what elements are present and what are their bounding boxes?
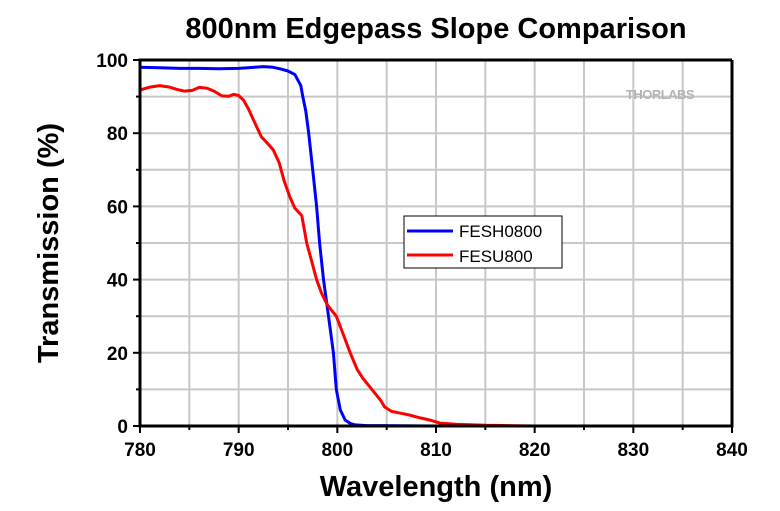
chart-title: 800nm Edgepass Slope Comparison: [185, 13, 686, 45]
x-tick-label: 790: [223, 440, 255, 461]
y-tick-label: 100: [96, 51, 128, 72]
x-tick-label: 800: [321, 440, 353, 461]
y-tick-label: 20: [107, 344, 128, 365]
legend-label-fesu800: FESU800: [459, 247, 533, 266]
legend-box: [403, 215, 563, 269]
x-tick-label: 840: [716, 440, 748, 461]
y-tick-label: 60: [107, 197, 128, 218]
y-tick-label: 0: [117, 417, 128, 438]
grid-lines: [140, 60, 732, 426]
y-tick-label: 80: [107, 124, 128, 145]
x-tick-label: 830: [617, 440, 649, 461]
x-axis-ticks: 780 790 800 810 820 830 840: [124, 426, 748, 461]
y-tick-label: 40: [107, 271, 128, 292]
x-tick-label: 780: [124, 440, 156, 461]
x-axis-label: Wavelength (nm): [320, 471, 553, 503]
x-tick-label: 810: [420, 440, 452, 461]
series-line-fesu800: [139, 84, 732, 428]
thorlabs-watermark: THORLABS: [626, 87, 695, 102]
legend-label-fesh0800: FESH0800: [459, 222, 542, 241]
legend: FESH0800 FESU800: [403, 215, 563, 269]
x-tick-label: 820: [519, 440, 551, 461]
y-axis-label: Transmission (%): [33, 123, 65, 363]
y-axis-ticks: 0 20 40 60 80 100: [96, 51, 140, 438]
